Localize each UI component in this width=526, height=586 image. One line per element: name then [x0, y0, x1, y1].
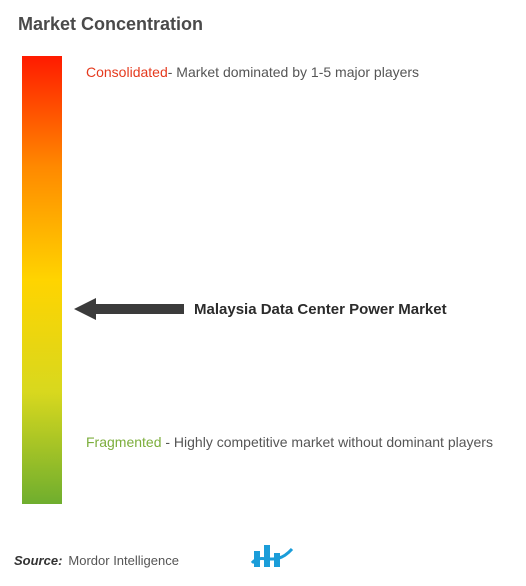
consolidated-label: Consolidated — [86, 64, 168, 80]
market-pointer: Malaysia Data Center Power Market — [74, 296, 447, 322]
source-name: Mordor Intelligence — [68, 553, 179, 568]
mordor-logo-icon — [250, 541, 294, 576]
fragmented-annotation: Fragmented - Highly competitive market w… — [86, 432, 508, 454]
source-label: Source: — [14, 553, 62, 568]
consolidated-desc: - Market dominated by 1-5 major players — [168, 64, 419, 80]
concentration-gradient-bar — [22, 56, 62, 504]
pointer-label: Malaysia Data Center Power Market — [194, 301, 447, 318]
consolidated-annotation: Consolidated- Market dominated by 1-5 ma… — [86, 62, 508, 82]
arrow-left-icon — [74, 296, 184, 322]
source-attribution: Source: Mordor Intelligence — [14, 553, 179, 568]
fragmented-desc: - Highly competitive market without domi… — [161, 434, 492, 450]
gradient-svg — [22, 56, 62, 504]
chart-title: Market Concentration — [18, 14, 203, 35]
fragmented-label: Fragmented — [86, 434, 161, 450]
